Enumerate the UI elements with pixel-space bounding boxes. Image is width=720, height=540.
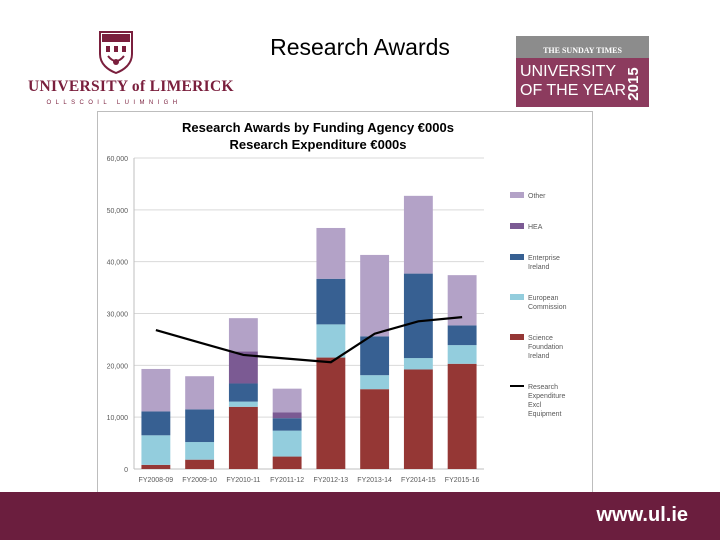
bar-segment: [316, 357, 346, 469]
legend-label: Science Foundation Ireland: [528, 335, 563, 360]
bar-segment: [447, 325, 477, 346]
bar-segment: [403, 195, 433, 274]
badge-year: 2015: [625, 67, 642, 100]
badge-masthead: THE SUNDAY TIMES: [516, 36, 649, 58]
badge-year-svg: 2015: [625, 67, 642, 100]
legend-label: HEA: [528, 224, 543, 231]
bar-segment: [185, 459, 215, 469]
legend-label: European Commission: [528, 295, 567, 311]
legend-label-line: HEA: [528, 224, 543, 231]
y-tick-label: 20,000: [107, 363, 129, 370]
page-title: Research Awards: [270, 34, 450, 60]
y-tick-label: 50,000: [107, 208, 129, 215]
legend-swatch: [510, 334, 524, 340]
x-tick-label: FY2013-14: [357, 477, 392, 484]
legend-label-line: Research: [528, 384, 558, 391]
legend-label-line: Equipment: [528, 411, 562, 418]
chart-title: Research Awards by Funding Agency €000s: [182, 120, 454, 135]
bar-segment: [185, 442, 215, 460]
bar-segment: [228, 401, 258, 407]
x-tick-label: FY2015-16: [445, 477, 480, 484]
logo-name: UNIVERSITY of LIMERICK: [28, 78, 234, 95]
y-tick-label: 10,000: [107, 415, 129, 422]
y-tick-label: 30,000: [107, 312, 129, 319]
bar-segment: [360, 254, 390, 337]
bar-segment: [272, 456, 302, 469]
legend-label-line: Commission: [528, 304, 567, 311]
bar-segment: [403, 369, 433, 469]
bar-segment: [360, 336, 390, 376]
bar-segment: [228, 406, 258, 469]
bar-segment: [316, 278, 346, 325]
bar-segment: [272, 430, 302, 457]
bar-segment: [403, 358, 433, 370]
legend-label-line: European: [528, 295, 558, 302]
legend-label-line: Science: [528, 335, 553, 342]
legend-label-line: Excl: [528, 402, 542, 409]
legend-label-line: Enterprise: [528, 255, 560, 262]
legend-swatch: [510, 294, 524, 300]
legend-swatch: [510, 223, 524, 229]
bar-segment: [185, 376, 215, 410]
chart-svg: Research Awards by Funding Agency €000s …: [107, 120, 567, 484]
x-tick-label: FY2012-13: [314, 477, 349, 484]
bar-segment: [141, 464, 171, 469]
legend-label-line: Other: [528, 193, 546, 200]
legend-label-line: Expenditure: [528, 393, 565, 400]
bar-segment: [360, 389, 390, 469]
bar-segment: [272, 418, 302, 431]
logo-subtitle: OLLSCOIL LUIMNIGH: [46, 100, 182, 106]
bar-segment: [447, 363, 477, 469]
y-tick-label: 0: [124, 467, 128, 474]
legend-label: Enterprise Ireland: [528, 255, 560, 271]
y-tick-label: 60,000: [107, 156, 129, 163]
legend-label-line: Foundation: [528, 344, 563, 351]
footer-url[interactable]: www.ul.ie: [596, 504, 689, 526]
bar-segment: [360, 375, 390, 390]
y-tick-label: 40,000: [107, 260, 129, 267]
legend-swatch: [510, 192, 524, 198]
bar-segment: [141, 435, 171, 465]
x-tick-label: FY2011-12: [270, 477, 304, 484]
bar-segment: [447, 345, 477, 364]
university-logo: UNIVERSITY of LIMERICK OLLSCOIL LUIMNIGH: [28, 30, 234, 110]
series-line-research-expenditure: [155, 316, 463, 364]
badge-line-2: OF THE YEAR: [520, 82, 627, 99]
legend-label: Other: [528, 193, 546, 200]
bar-segment: [185, 409, 215, 443]
chart-subtitle: Research Expenditure €000s: [229, 137, 406, 152]
university-of-the-year-badge: THE SUNDAY TIMES UNIVERSITY OF THE YEAR …: [516, 36, 649, 107]
x-tick-label: FY2010-11: [226, 477, 260, 484]
bar-segment: [316, 227, 346, 279]
badge-line-1: UNIVERSITY: [520, 63, 617, 80]
x-tick-label: FY2008-09: [139, 477, 174, 484]
crest-icon: [99, 31, 133, 74]
bar-segment: [403, 273, 433, 359]
bar-segment: [272, 412, 302, 419]
chart-panel: Research Awards by Funding Agency €000s …: [97, 111, 593, 493]
legend-label-line: Ireland: [528, 264, 550, 271]
x-tick-label: FY2009-10: [182, 477, 217, 484]
bar-segment: [228, 383, 258, 402]
bar-segment: [272, 388, 302, 413]
bar-segment: [228, 318, 258, 352]
x-tick-label: FY2014-15: [401, 477, 436, 484]
bar-segment: [141, 368, 171, 412]
bar-segment: [141, 411, 171, 436]
legend-label-line: Ireland: [528, 353, 550, 360]
bar-segment: [316, 324, 346, 358]
legend-swatch: [510, 254, 524, 260]
footer-bar: www.ul.ie: [0, 492, 720, 540]
legend-label: Research Expenditure Excl Equipment: [528, 384, 565, 418]
